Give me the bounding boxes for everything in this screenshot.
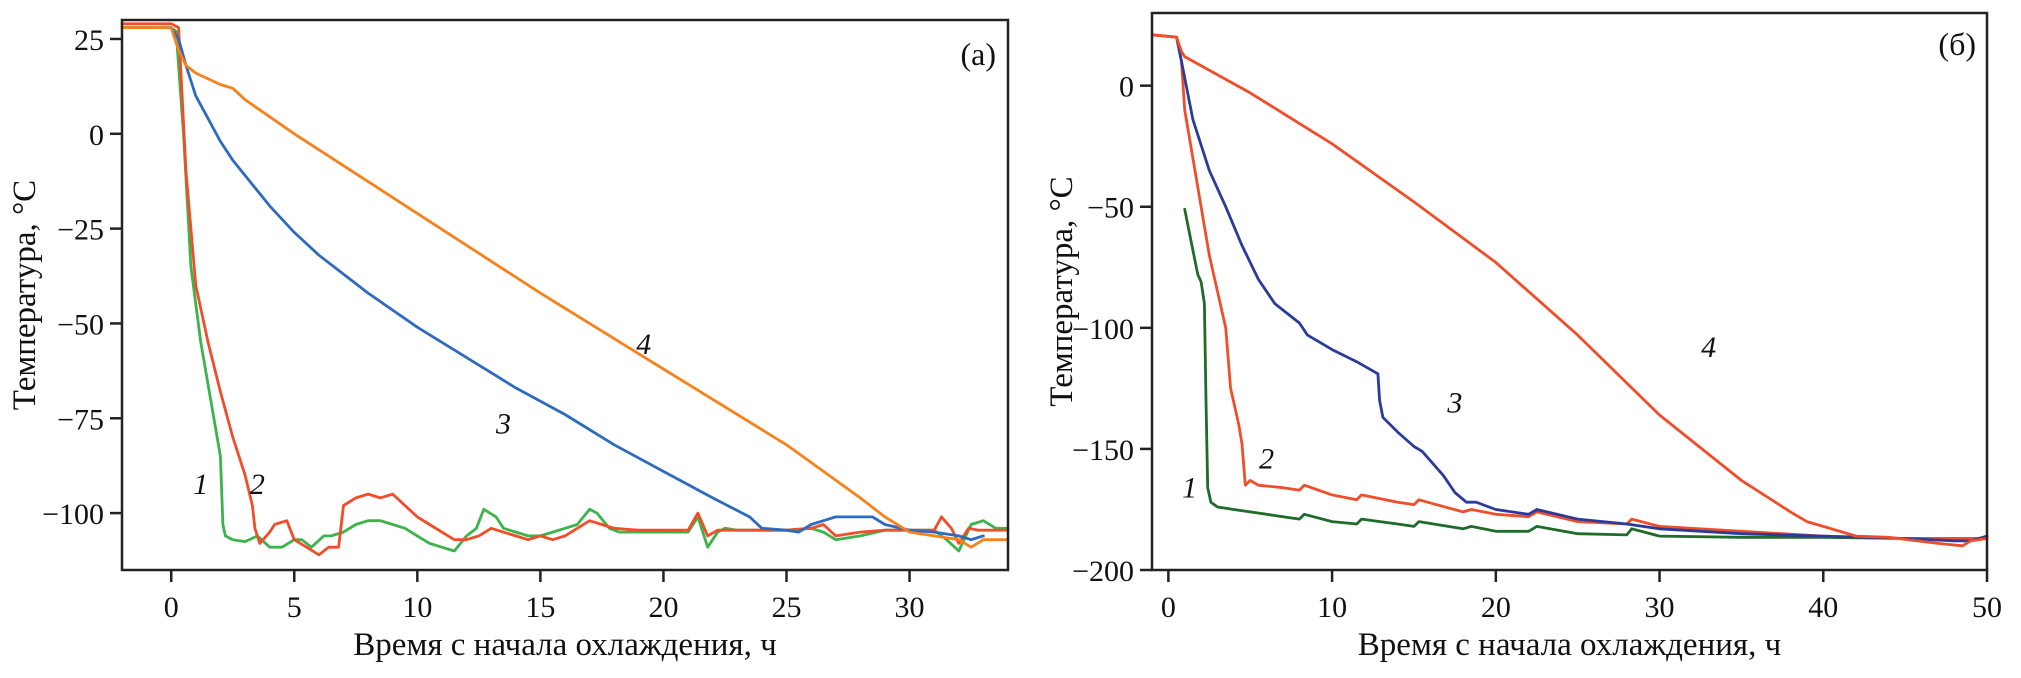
y-tick-label: 0 <box>89 119 104 152</box>
curve-label-1: 1 <box>1182 471 1197 504</box>
y-axis-title: Температура, °C <box>1044 176 1080 406</box>
series-line-1 <box>120 26 1010 553</box>
x-tick-label: 10 <box>1317 591 1347 624</box>
y-tick-label: 25 <box>74 24 104 57</box>
curve-label-3: 3 <box>1446 387 1462 420</box>
x-tick-label: 25 <box>772 591 802 624</box>
x-tick-label: 20 <box>648 591 678 624</box>
x-tick-label: 0 <box>164 591 179 624</box>
curve-label-2: 2 <box>1259 442 1274 475</box>
series-group <box>120 22 1010 557</box>
series-line-1 <box>1183 207 1989 540</box>
plot-frame <box>1150 11 1989 572</box>
x-tick-label: 30 <box>1645 591 1675 624</box>
series-line-4 <box>1150 33 1989 548</box>
y-tick-label: −150 <box>1072 434 1134 467</box>
y-tick-label: −200 <box>1072 555 1134 588</box>
series-line-3 <box>1175 35 1989 543</box>
panel-label: (а) <box>960 36 996 72</box>
curve-label-4: 4 <box>1701 331 1716 364</box>
series-group <box>1150 33 1989 548</box>
x-tick-label: 10 <box>402 591 432 624</box>
panel-a: 0 5 10 15 20 25 30 25 0 −25 −50 −75 −100 Время с нача… <box>7 18 1010 663</box>
x-tick-label: 0 <box>1161 591 1176 624</box>
x-tick-label: 20 <box>1481 591 1511 624</box>
y-tick-label: −100 <box>1072 313 1134 346</box>
y-tick-label: −50 <box>57 308 104 341</box>
y-tick-label: −25 <box>57 214 104 247</box>
y-tick-label: −50 <box>1087 192 1134 225</box>
curve-label-2: 2 <box>250 468 265 501</box>
series-line-2 <box>120 22 1010 557</box>
curve-label-1: 1 <box>193 468 208 501</box>
y-axis-title: Температура, °C <box>7 180 43 410</box>
y-tick-label: −100 <box>42 498 104 531</box>
x-axis-title: Время с начала охлаждения, ч <box>353 627 776 663</box>
plot-frame <box>120 18 1010 572</box>
series-line-2 <box>1150 33 1989 540</box>
x-tick-label: 5 <box>287 591 302 624</box>
series-line-4 <box>120 26 1010 549</box>
panel-label: (б) <box>1938 26 1976 62</box>
panel-b: 0 10 20 30 40 50 0 −50 −100 −150 −200 Время с начал… <box>1044 11 2002 663</box>
curve-label-3: 3 <box>495 407 511 440</box>
series-line-3 <box>120 26 985 542</box>
curve-label-4: 4 <box>636 328 651 361</box>
y-tick-label: −75 <box>57 403 104 436</box>
x-tick-label: 15 <box>525 591 555 624</box>
x-tick-label: 40 <box>1808 591 1838 624</box>
y-tick-label: 0 <box>1119 71 1134 104</box>
x-tick-label: 30 <box>895 591 925 624</box>
x-tick-label: 50 <box>1972 591 2002 624</box>
x-axis-title: Время с начала охлаждения, ч <box>1358 627 1781 663</box>
